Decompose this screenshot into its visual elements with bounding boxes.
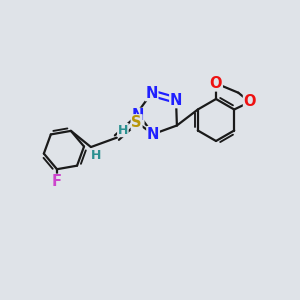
Text: N: N [147,127,159,142]
Text: N: N [170,93,182,108]
Text: O: O [244,94,256,110]
Text: H: H [91,149,101,162]
Text: H: H [118,124,128,136]
Text: F: F [52,174,62,189]
Text: N: N [131,108,144,123]
Text: O: O [210,76,222,91]
Text: S: S [131,115,142,130]
Text: N: N [146,85,158,100]
